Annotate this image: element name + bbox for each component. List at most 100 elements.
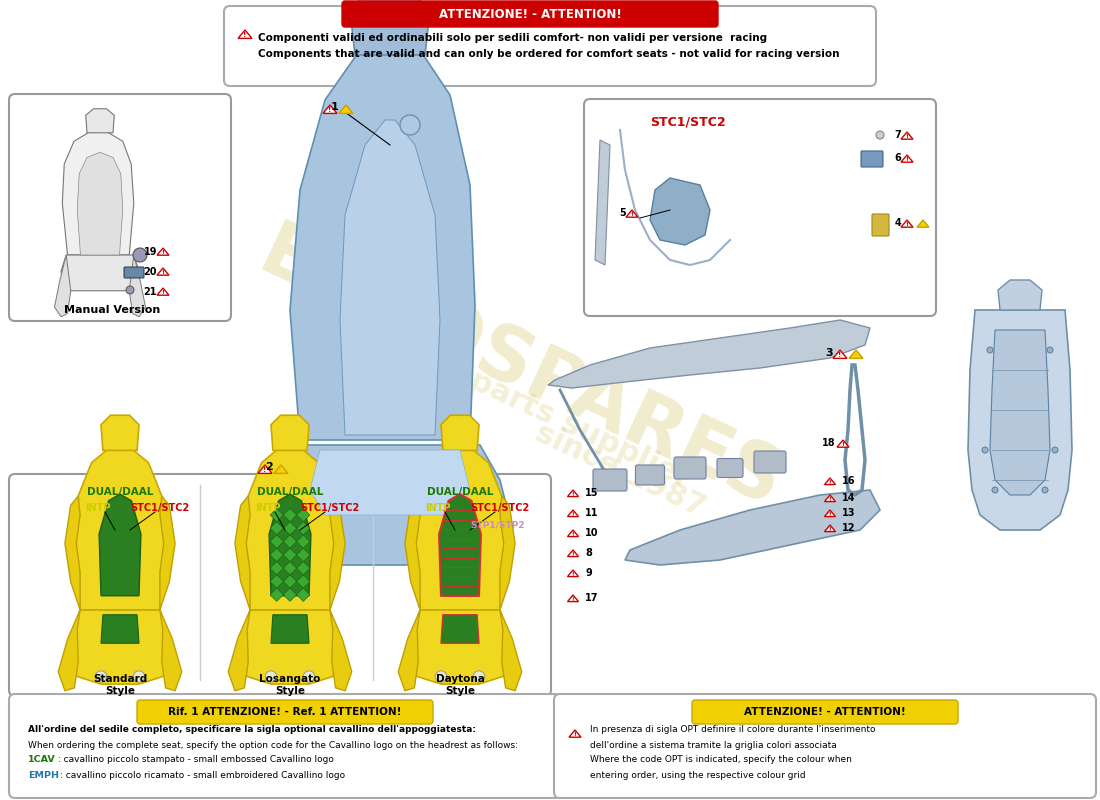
Polygon shape <box>284 535 297 548</box>
Text: 5: 5 <box>619 208 626 218</box>
Polygon shape <box>271 614 309 643</box>
Polygon shape <box>825 510 836 517</box>
FancyBboxPatch shape <box>224 6 876 86</box>
Text: 15: 15 <box>585 488 598 498</box>
Polygon shape <box>271 535 284 548</box>
Polygon shape <box>499 610 521 690</box>
Polygon shape <box>284 575 297 588</box>
Polygon shape <box>568 550 579 557</box>
Text: STP1/STP2: STP1/STP2 <box>470 521 525 530</box>
Polygon shape <box>258 465 272 474</box>
Polygon shape <box>998 280 1042 310</box>
Polygon shape <box>99 494 141 596</box>
Text: !: ! <box>572 531 574 537</box>
Polygon shape <box>238 30 252 38</box>
Text: !: ! <box>162 290 164 295</box>
Text: 2: 2 <box>265 462 273 472</box>
FancyBboxPatch shape <box>593 469 627 491</box>
Text: ATTENZIONE! - ATTENTION!: ATTENZIONE! - ATTENTION! <box>744 707 906 717</box>
Text: 14: 14 <box>842 493 856 503</box>
Polygon shape <box>63 131 134 255</box>
Text: !: ! <box>572 571 574 577</box>
Polygon shape <box>271 575 284 588</box>
Polygon shape <box>274 465 288 474</box>
Polygon shape <box>398 610 420 690</box>
Polygon shape <box>595 140 610 265</box>
Text: Losangato
Style: Losangato Style <box>260 674 321 696</box>
Text: : cavallino piccolo ricamato - small embroidered Cavallino logo: : cavallino piccolo ricamato - small emb… <box>60 770 345 779</box>
Polygon shape <box>901 132 913 139</box>
Text: !: ! <box>162 250 164 255</box>
Polygon shape <box>235 496 250 610</box>
Polygon shape <box>825 525 836 532</box>
Polygon shape <box>837 440 849 447</box>
Text: STC1/STC2: STC1/STC2 <box>300 503 360 513</box>
Polygon shape <box>271 548 284 562</box>
Text: Componenti validi ed ordinabili solo per sedili comfort- non validi per versione: Componenti validi ed ordinabili solo per… <box>258 33 767 43</box>
Polygon shape <box>58 610 80 690</box>
Text: !: ! <box>905 134 909 139</box>
Circle shape <box>982 447 988 453</box>
Polygon shape <box>77 152 123 255</box>
Text: 10: 10 <box>585 528 598 538</box>
Polygon shape <box>284 548 297 562</box>
Polygon shape <box>157 268 169 275</box>
Polygon shape <box>626 210 638 218</box>
Text: 20: 20 <box>143 267 157 277</box>
FancyBboxPatch shape <box>9 94 231 321</box>
Polygon shape <box>330 496 345 610</box>
Polygon shape <box>568 570 579 577</box>
Text: STC1/STC2: STC1/STC2 <box>650 115 726 129</box>
Polygon shape <box>849 350 864 358</box>
Polygon shape <box>297 588 310 602</box>
Polygon shape <box>350 0 430 55</box>
Polygon shape <box>825 495 836 502</box>
Polygon shape <box>297 535 310 548</box>
Polygon shape <box>284 588 297 602</box>
FancyBboxPatch shape <box>124 267 144 278</box>
Text: 12: 12 <box>842 523 856 533</box>
Circle shape <box>1052 447 1058 453</box>
FancyBboxPatch shape <box>717 458 743 478</box>
FancyBboxPatch shape <box>636 465 664 485</box>
Circle shape <box>1042 487 1048 493</box>
FancyBboxPatch shape <box>342 1 718 27</box>
Text: 13: 13 <box>842 508 856 518</box>
Polygon shape <box>297 522 310 535</box>
Polygon shape <box>238 610 342 684</box>
Polygon shape <box>439 494 481 596</box>
Polygon shape <box>270 445 510 565</box>
Polygon shape <box>284 522 297 535</box>
Text: !: ! <box>263 467 266 474</box>
Polygon shape <box>499 496 515 610</box>
Text: 19: 19 <box>143 247 157 257</box>
Polygon shape <box>55 255 70 317</box>
FancyBboxPatch shape <box>584 99 936 316</box>
Text: 16: 16 <box>842 476 856 486</box>
Text: EUROSPARES: EUROSPARES <box>248 217 793 523</box>
Text: 1: 1 <box>330 102 338 112</box>
Polygon shape <box>568 490 579 497</box>
Text: !: ! <box>905 222 909 227</box>
Polygon shape <box>990 330 1050 495</box>
Text: parts supplier: parts supplier <box>465 366 695 494</box>
Text: 11: 11 <box>585 508 598 518</box>
Text: All'ordine del sedile completo, specificare la sigla optional cavallino dell'app: All'ordine del sedile completo, specific… <box>28 726 476 734</box>
Polygon shape <box>441 415 478 450</box>
Text: 8: 8 <box>585 548 592 558</box>
Text: dell'ordine a sistema tramite la griglia colori associata: dell'ordine a sistema tramite la griglia… <box>590 741 837 750</box>
Text: !: ! <box>828 479 832 485</box>
Circle shape <box>96 670 107 682</box>
Text: INTP: INTP <box>85 503 110 513</box>
Text: !: ! <box>572 511 574 517</box>
Text: 6: 6 <box>894 153 901 163</box>
Text: 9: 9 <box>585 568 592 578</box>
Polygon shape <box>271 415 309 450</box>
Text: !: ! <box>572 597 574 602</box>
Text: STC1/STC2: STC1/STC2 <box>470 503 529 513</box>
Circle shape <box>304 670 315 682</box>
Polygon shape <box>297 508 310 522</box>
Text: 7: 7 <box>894 130 901 140</box>
Polygon shape <box>86 109 114 133</box>
Text: !: ! <box>328 107 332 114</box>
